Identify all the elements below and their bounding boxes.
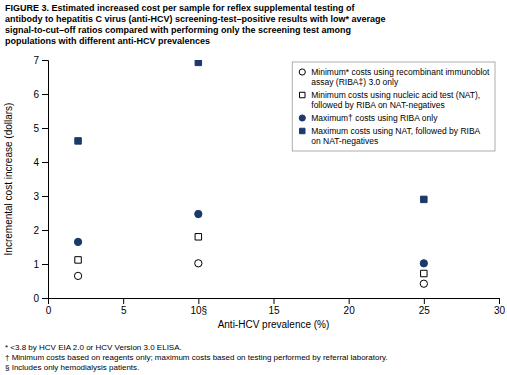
point <box>74 272 81 279</box>
title-line: FIGURE 3. Estimated increased cost per s… <box>5 3 356 13</box>
legend-label: Maximum costs using NAT, followed by RIB… <box>311 126 480 146</box>
series <box>74 260 427 288</box>
x-tick-label: 15 <box>268 305 280 316</box>
y-tick-label: 5 <box>33 123 39 134</box>
y-tick-label: 7 <box>33 55 39 66</box>
title: FIGURE 3. Estimated increased cost per s… <box>5 3 386 46</box>
legend-symbol <box>299 69 305 75</box>
x-axis-title: Anti-HCV prevalence (%) <box>218 319 330 330</box>
x-tick-label: 20 <box>344 305 356 316</box>
y-tick-mark <box>42 60 48 61</box>
point <box>420 280 427 287</box>
legend-label-line: assay (RIBA‡) 3.0 only <box>311 77 399 87</box>
y-axis: 0 1 2 3 4 5 6 7 <box>33 55 48 304</box>
x-tick: 30 <box>494 298 506 316</box>
series <box>74 210 427 267</box>
legend-symbol <box>300 92 305 97</box>
title-line: signal-to-cut–off ratios compared with p… <box>5 25 351 35</box>
x-tick: 10§ <box>190 298 207 316</box>
footnote: § Includes only hemodialysis patients. <box>5 363 139 372</box>
x-tick-label: 25 <box>419 305 431 316</box>
point <box>75 257 81 263</box>
x-tick-label: 30 <box>494 305 506 316</box>
legend-entry: Maximum† costs using RIBA only <box>299 113 438 123</box>
x-tick-label: 0 <box>46 305 52 316</box>
legend-label: Maximum† costs using RIBA only <box>311 113 438 123</box>
y-tick-mark <box>42 196 48 197</box>
y-tick: 7 <box>33 55 48 66</box>
x-tick: 0 <box>46 298 52 316</box>
footnote: † Minimum costs based on reagents only; … <box>5 353 388 362</box>
y-tick-mark <box>42 162 48 163</box>
footnote: * <3.8 by HCV EIA 2.0 or HCV Version 3.0… <box>5 343 182 352</box>
title-line: populations with different anti-HCV prev… <box>5 36 210 46</box>
y-tick: 3 <box>33 191 48 202</box>
y-tick-label: 2 <box>33 225 39 236</box>
y-tick-label: 0 <box>33 293 39 304</box>
x-tick: 5 <box>121 298 127 316</box>
y-tick-label: 4 <box>33 157 39 168</box>
point <box>195 210 202 217</box>
point <box>421 270 427 276</box>
x-tick: 20 <box>344 298 356 316</box>
y-tick-label: 1 <box>33 259 39 270</box>
x-tick-label: 10§ <box>190 305 207 316</box>
legend-label-line: on NAT-negatives <box>311 136 378 146</box>
point <box>75 138 81 144</box>
title-line: antibody to hepatitis C virus (anti-HCV)… <box>5 14 386 24</box>
point <box>420 260 427 267</box>
legend: Minimum* costs using recombinant immunob… <box>292 62 495 151</box>
x-tick-mark <box>198 298 199 304</box>
y-tick-mark <box>42 230 48 231</box>
chart: FIGURE 3. Estimated increased cost per s… <box>0 0 507 375</box>
y-axis-title: Incremental cost increase (dollars) <box>3 103 14 256</box>
y-tick-mark <box>42 94 48 95</box>
y-tick-mark <box>42 298 48 299</box>
y-tick: 4 <box>33 157 48 168</box>
legend-symbol <box>299 115 305 121</box>
x-axis: 0 5 10§ 15 20 25 30 <box>46 298 506 316</box>
x-axis-line <box>49 299 500 305</box>
legend-label: Minimum costs using nucleic acid test (N… <box>311 90 480 110</box>
legend-entry: Minimum costs using nucleic acid test (N… <box>300 90 481 110</box>
x-tick-mark <box>274 298 275 304</box>
y-tick-mark <box>42 264 48 265</box>
legend-label-line: Minimum* costs using recombinant immunob… <box>311 67 490 77</box>
y-tick-label: 6 <box>33 89 39 100</box>
x-tick-label: 5 <box>121 305 127 316</box>
legend-entry: Minimum* costs using recombinant immunob… <box>299 67 490 87</box>
x-tick-mark <box>123 298 124 304</box>
x-tick-mark <box>424 298 425 304</box>
legend-entry: Maximum costs using NAT, followed by RIB… <box>300 126 481 146</box>
x-tick-mark <box>499 298 500 304</box>
y-tick-mark <box>42 128 48 129</box>
point <box>74 238 81 245</box>
legend-label: Minimum* costs using recombinant immunob… <box>311 67 490 87</box>
x-tick: 25 <box>419 298 431 316</box>
point <box>421 196 427 202</box>
x-tick: 15 <box>268 298 280 316</box>
legend-symbol <box>300 128 305 133</box>
y-tick: 5 <box>33 123 48 134</box>
footnote-text: * <3.8 by HCV EIA 2.0 or HCV Version 3.0… <box>5 343 182 352</box>
legend-label-line: Maximum† costs using RIBA only <box>311 113 438 123</box>
y-tick-label: 3 <box>33 191 39 202</box>
y-axis-line <box>42 61 49 299</box>
point <box>195 60 201 66</box>
legend-frame <box>292 62 495 151</box>
y-tick: 0 <box>33 293 48 304</box>
legend-label-line: followed by RIBA on NAT-negatives <box>311 100 445 110</box>
x-tick-mark <box>349 298 350 304</box>
y-tick: 2 <box>33 225 48 236</box>
series <box>75 234 427 277</box>
point <box>195 260 202 267</box>
legend-label-line: Minimum costs using nucleic acid test (N… <box>311 90 480 100</box>
legend-label-line: Maximum costs using NAT, followed by RIB… <box>311 126 480 136</box>
y-tick: 1 <box>33 259 48 270</box>
point <box>195 234 201 240</box>
y-tick: 6 <box>33 89 48 100</box>
footnote-text: § Includes only hemodialysis patients. <box>5 363 139 372</box>
footnote-text: † Minimum costs based on reagents only; … <box>5 353 388 362</box>
